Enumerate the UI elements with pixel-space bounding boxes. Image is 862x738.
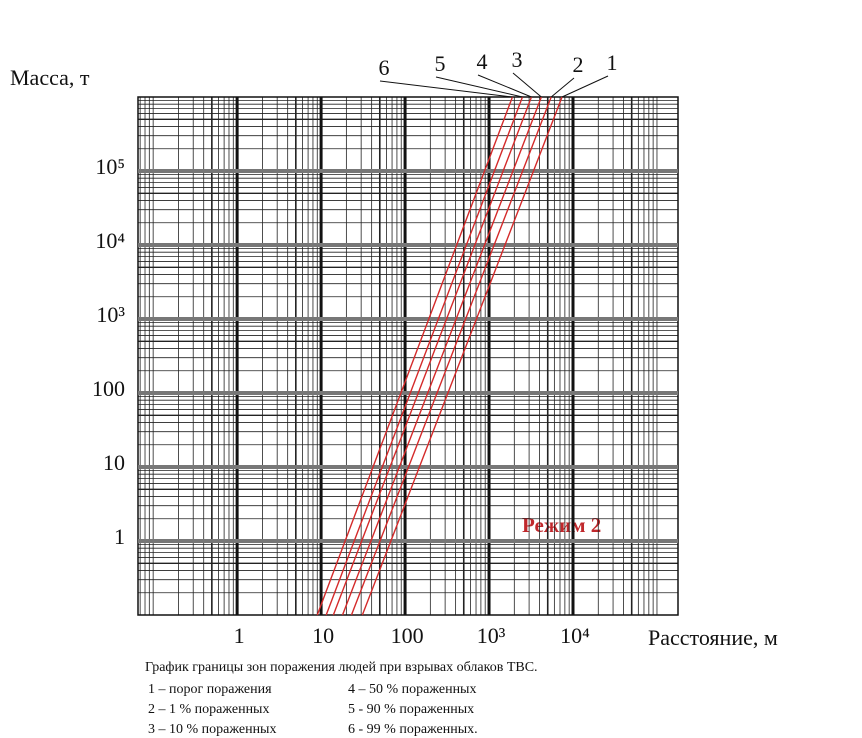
leader-line [435, 76, 523, 98]
caption: График границы зон поражения людей при в… [145, 660, 538, 675]
series-line [316, 96, 514, 616]
x-tick-label: 1 [234, 623, 245, 648]
legend-entry: 6 - 99 % пораженных. [348, 722, 478, 737]
series-label: 4 [477, 49, 488, 74]
y-tick-label: 10⁵ [95, 154, 125, 179]
series-label: 6 [379, 55, 390, 80]
x-tick-label: 10³ [477, 623, 506, 648]
annotation: Режим 2 [522, 513, 601, 537]
y-tick-label: 1 [114, 524, 125, 549]
plot-frame [137, 96, 679, 616]
y-tick-label: 10 [103, 450, 125, 475]
series-line [325, 96, 524, 616]
x-axis-label: Расстояние, м [648, 625, 778, 650]
leader-line [379, 80, 513, 98]
series-label: 3 [512, 47, 523, 72]
y-tick-label: 10³ [96, 302, 125, 327]
series-label: 2 [573, 52, 584, 77]
x-tick-label: 10⁴ [560, 623, 590, 648]
legend-entry: 5 - 90 % пораженных [348, 702, 474, 717]
series-line [341, 96, 543, 616]
series-label: 5 [435, 51, 446, 76]
x-tick-label: 100 [391, 623, 424, 648]
leader-line [512, 72, 542, 98]
series-line [332, 96, 533, 616]
y-tick-label: 10⁴ [95, 228, 125, 253]
legend-entry: 1 – порог поражения [148, 682, 272, 697]
legend-entry: 2 – 1 % пораженных [148, 702, 269, 717]
leader-line [550, 77, 575, 98]
series-label: 1 [607, 50, 618, 75]
y-axis-label: Масса, т [10, 65, 90, 90]
legend-entry: 4 – 50 % пораженных [348, 682, 476, 697]
y-tick-label: 100 [92, 376, 125, 401]
leader-line [561, 75, 609, 98]
series-line [350, 96, 552, 616]
x-tick-label: 10 [312, 623, 334, 648]
leader-line [477, 74, 532, 98]
series-line [361, 96, 563, 616]
legend-entry: 3 – 10 % пораженных [148, 722, 276, 737]
